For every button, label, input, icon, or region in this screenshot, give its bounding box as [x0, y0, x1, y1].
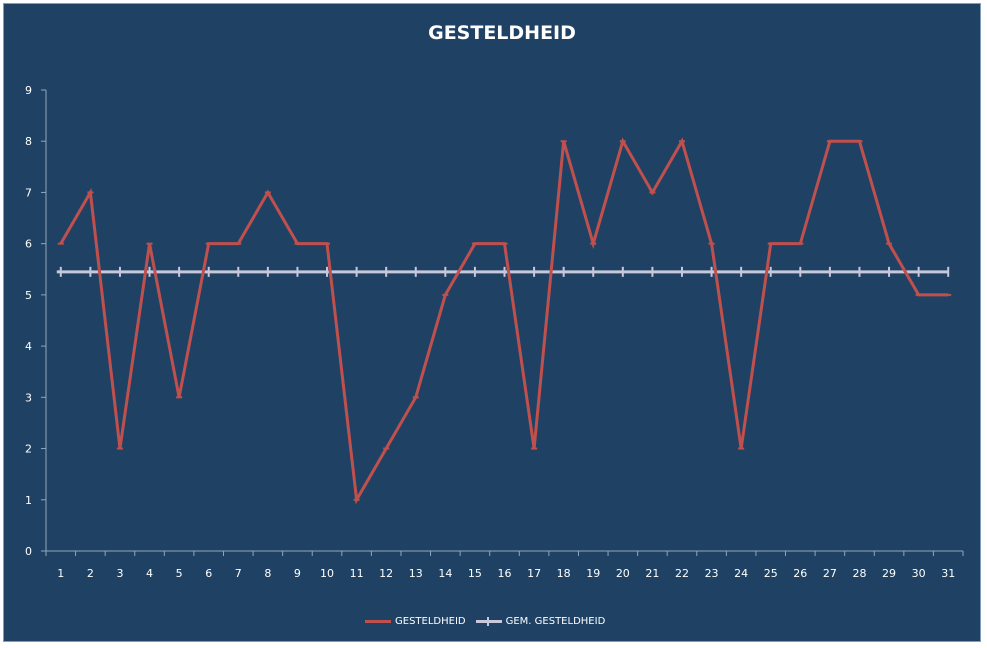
x-tick-label: 24: [734, 567, 748, 580]
series-line-gesteldheid: [59, 137, 949, 505]
x-tick-label: 11: [350, 567, 364, 580]
y-tick-label: 1: [25, 494, 32, 507]
x-tick-label: 28: [852, 567, 866, 580]
y-tick-label: 7: [25, 186, 32, 199]
x-tick-label: 10: [320, 567, 334, 580]
x-tick-label: 31: [941, 567, 955, 580]
y-tick-label: 4: [25, 340, 32, 353]
legend-swatch-gem-gesteldheid: [475, 616, 502, 626]
x-tick-label: 21: [645, 567, 659, 580]
y-tick-label: 3: [25, 391, 32, 404]
x-tick-label: 23: [705, 567, 719, 580]
x-tick-label: 17: [527, 567, 541, 580]
y-tick-label: 0: [25, 545, 32, 558]
y-tick-label: 9: [25, 84, 32, 97]
x-tick-label: 19: [586, 567, 600, 580]
x-tick-label: 18: [557, 567, 571, 580]
legend-swatch-gesteldheid: [365, 619, 391, 623]
y-tick-label: 2: [25, 443, 32, 456]
x-tick-label: 1: [57, 567, 64, 580]
y-tick-label: 8: [25, 135, 32, 148]
x-tick-label: 15: [468, 567, 482, 580]
x-tick-label: 6: [205, 567, 212, 580]
x-tick-label: 20: [616, 567, 630, 580]
y-tick-label: 5: [25, 289, 32, 302]
x-tick-label: 3: [116, 567, 123, 580]
x-tick-label: 13: [409, 567, 423, 580]
x-tick-label: 2: [87, 567, 94, 580]
x-tick-label: 7: [235, 567, 242, 580]
x-tick-label: 22: [675, 567, 689, 580]
x-tick-label: 5: [176, 567, 183, 580]
x-tick-label: 29: [882, 567, 896, 580]
x-tick-label: 27: [823, 567, 837, 580]
legend-item-gem-gesteldheid: GEM. GESTELDHEID: [475, 615, 606, 627]
x-tick-label: 30: [912, 567, 926, 580]
x-tick-label: 4: [146, 567, 153, 580]
legend-label-gem-gesteldheid: GEM. GESTELDHEID: [505, 615, 606, 627]
x-tick-label: 14: [438, 567, 452, 580]
chart-title: GESTELDHEID: [428, 22, 576, 44]
legend-label-gesteldheid: GESTELDHEID: [395, 615, 466, 627]
legend-item-gesteldheid: GESTELDHEID: [365, 616, 466, 627]
x-tick-label: 25: [764, 567, 778, 580]
x-tick-label: 16: [498, 567, 512, 580]
x-tick-label: 8: [264, 567, 271, 580]
legend: GESTELDHEID GEM. GESTELDHEID: [365, 613, 615, 629]
y-tick-label: 6: [25, 238, 32, 251]
x-tick-label: 26: [793, 567, 807, 580]
x-tick-label: 12: [379, 567, 393, 580]
x-tick-label: 9: [294, 567, 301, 580]
